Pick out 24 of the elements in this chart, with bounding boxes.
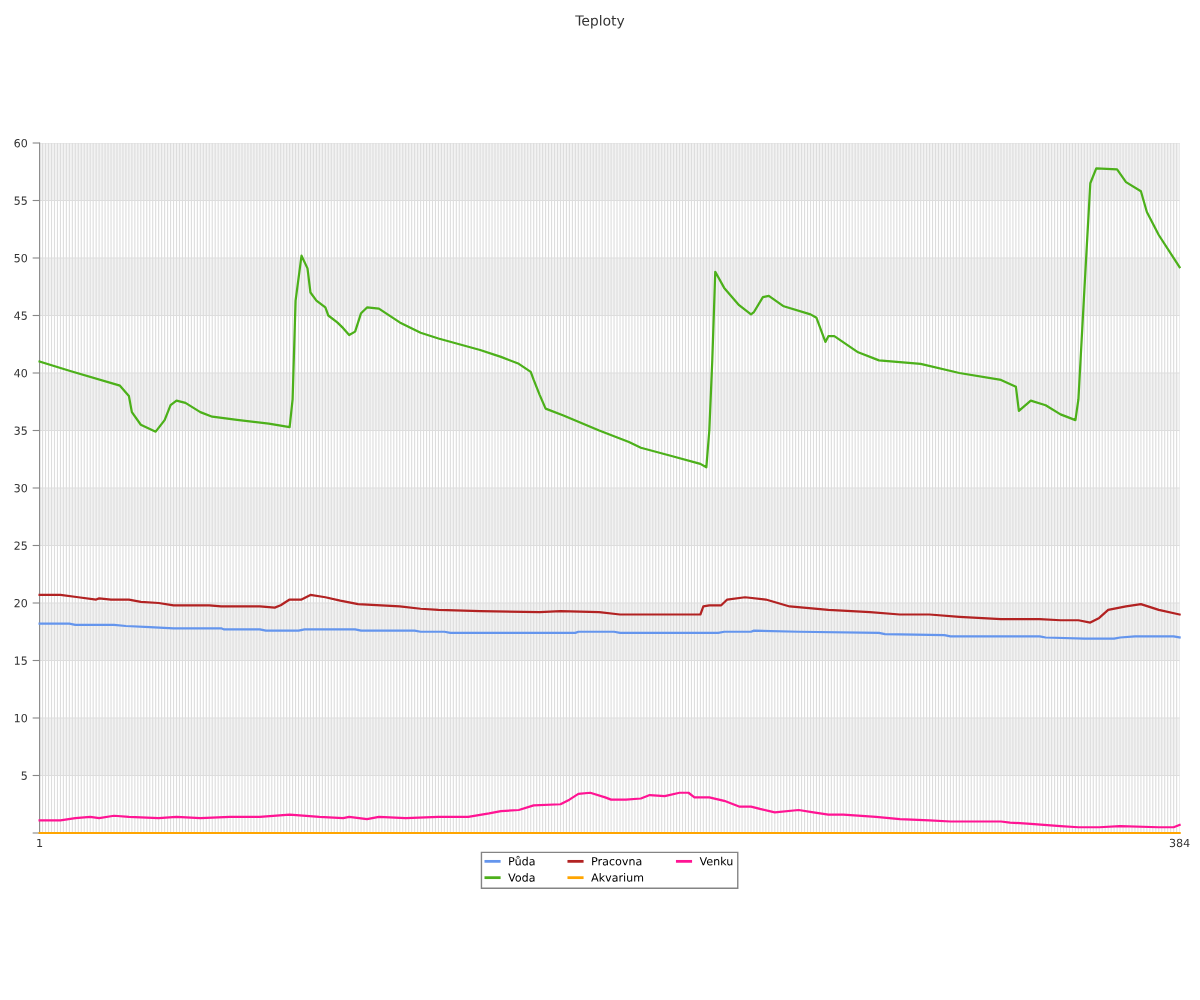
legend-label: Akvarium <box>591 873 644 882</box>
y-tick-label: 30 <box>14 483 28 493</box>
chart-title: Teploty <box>575 15 625 29</box>
y-tick-label: 45 <box>14 311 27 320</box>
x-tick-label: 384 <box>1169 838 1190 848</box>
legend-label: Půda <box>509 855 535 866</box>
y-tick-label: 15 <box>14 656 27 665</box>
y-tick-label: 35 <box>14 426 27 435</box>
y-tick-label: 20 <box>14 598 28 608</box>
x-tick-label: 1 <box>37 838 43 847</box>
line-series <box>38 593 1181 624</box>
legend-label: Venku <box>699 856 733 866</box>
y-tick-label: 25 <box>14 541 27 550</box>
line-series <box>38 622 1181 640</box>
y-tick-label: 55 <box>14 196 27 205</box>
legend-label: Voda <box>508 873 535 882</box>
legend-label: Pracovna <box>592 857 642 866</box>
line-series <box>38 791 1181 829</box>
line-series <box>38 167 1181 469</box>
y-tick-label: 10 <box>14 713 28 723</box>
y-tick-label: 40 <box>14 368 28 378</box>
y-tick-label: 50 <box>14 253 28 263</box>
y-tick-label: 5 <box>21 771 27 780</box>
y-tick-label: 60 <box>14 138 28 148</box>
